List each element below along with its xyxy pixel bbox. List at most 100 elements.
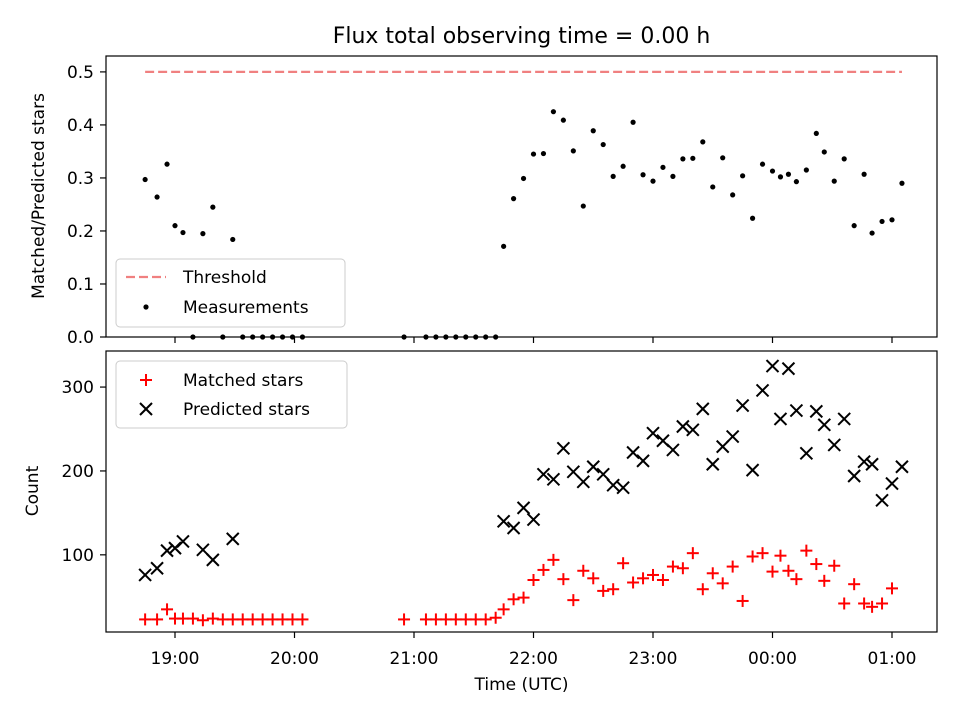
predicted-star-marker [781, 361, 796, 376]
predicted-legend-label: Predicted stars [183, 400, 310, 420]
top-y-tick-label: 0.0 [67, 328, 94, 348]
measurement-point [250, 334, 256, 340]
matched-star-marker [676, 562, 689, 575]
matched-star-marker [686, 547, 699, 560]
measurement-point [590, 128, 596, 134]
measurement-point [200, 231, 206, 237]
predicted-star-marker [827, 438, 841, 452]
predicted-star-marker [847, 469, 861, 483]
measurements-legend-label: Measurements [183, 298, 309, 318]
measurement-point [620, 163, 626, 169]
measurement-point [785, 171, 792, 177]
matched-legend-label: Matched stars [183, 371, 303, 391]
predicted-star-marker [799, 446, 814, 461]
matched-star-marker [666, 560, 679, 573]
matched-star-marker [848, 578, 861, 591]
matched-star-marker [756, 547, 769, 560]
matched-star-marker [577, 564, 590, 577]
predicted-star-marker [817, 418, 831, 432]
top-y-tick-label: 0.4 [67, 116, 94, 136]
measurement-point [493, 334, 499, 340]
measurement-points [142, 109, 905, 340]
predicted-star-marker [496, 514, 511, 528]
measurement-point [530, 151, 537, 157]
measurement-point [660, 164, 666, 170]
matched-star-marker [656, 573, 669, 586]
measurement-point [172, 223, 178, 229]
matched-star-marker [818, 574, 831, 587]
x-axis-label: Time (UTC) [474, 675, 569, 695]
measurement-point [220, 334, 226, 340]
measurement-point [230, 236, 236, 243]
matched-star-marker [557, 573, 570, 586]
matched-star-marker [398, 613, 411, 626]
measurement-point [473, 334, 479, 340]
matched-star-marker [617, 557, 630, 570]
measurement-point [164, 161, 170, 167]
predicted-star-marker [536, 467, 551, 482]
measurement-point [570, 148, 576, 154]
matched-star-marker [810, 558, 823, 571]
measurement-point [813, 130, 819, 137]
top-x-ticks [174, 337, 893, 343]
matched-star-marker [736, 594, 749, 607]
predicted-star-marker [626, 445, 640, 460]
measurement-point [690, 155, 696, 161]
top-panel: 0.0 0.1 0.2 0.3 0.4 0.5 Matched/Predicted sta… [29, 55, 938, 348]
measurement-point [650, 178, 656, 184]
matched-legend-marker [140, 374, 152, 386]
measurement-point [433, 334, 439, 340]
matched-star-marker [517, 591, 530, 604]
matched-star-marker [537, 563, 550, 576]
bottom-y-axis-label: Count [23, 465, 43, 516]
predicted-star-marker [716, 439, 730, 454]
measurement-point [180, 229, 186, 236]
predicted-star-marker [546, 472, 561, 487]
predicted-star-marker [150, 561, 164, 575]
matched-star-marker [497, 603, 510, 616]
matched-star-marker [196, 614, 209, 627]
matched-star-marker [637, 572, 650, 585]
top-y-axis-label: Matched/Predicted stars [29, 93, 49, 299]
predicted-star-marker [646, 426, 660, 440]
predicted-star-marker [809, 404, 824, 419]
predicted-star-marker [566, 465, 581, 479]
measurement-point [640, 172, 646, 178]
chart-title: Flux total observing time = 0.00 h [333, 24, 711, 49]
top-y-tick-label: 0.3 [67, 169, 94, 189]
matched-star-marker [716, 577, 729, 590]
measurement-point [740, 173, 746, 179]
measurement-point [289, 334, 296, 340]
predicted-star-marker [160, 543, 174, 558]
matched-star-marker [876, 597, 889, 610]
measurement-point [443, 334, 449, 340]
matched-star-marker [527, 573, 540, 586]
predicted-star-marker [676, 419, 690, 434]
bottom-legend: Matched stars Predicted stars [115, 360, 348, 429]
measurement-point [793, 179, 800, 185]
predicted-star-marker [636, 454, 650, 468]
measurement-point [700, 139, 706, 145]
measurement-point [759, 161, 766, 167]
count-points [138, 359, 909, 627]
top-plot-frame [105, 55, 938, 338]
measurement-point [831, 178, 837, 184]
x-tick-label: 00:00 [748, 649, 797, 669]
matched-star-marker [507, 593, 520, 606]
matched-star-marker [489, 611, 502, 624]
threshold-legend-label: Threshold [182, 268, 267, 288]
measurement-point [401, 334, 407, 340]
measurement-point [520, 175, 527, 182]
measurement-point [749, 215, 756, 221]
measurement-point [803, 167, 809, 173]
measurement-point [600, 141, 606, 148]
bottom-panel: 100 200 300 19:00 20:00 21:00 22:00 23:00 00:00… [23, 350, 938, 695]
x-tick-label: 01:00 [868, 649, 917, 669]
predicted-star-marker [745, 463, 760, 477]
measurement-point [680, 156, 686, 162]
measurement-point [260, 334, 266, 340]
measurement-point [879, 218, 885, 225]
measurement-point [501, 243, 507, 249]
measurement-point [720, 155, 726, 161]
